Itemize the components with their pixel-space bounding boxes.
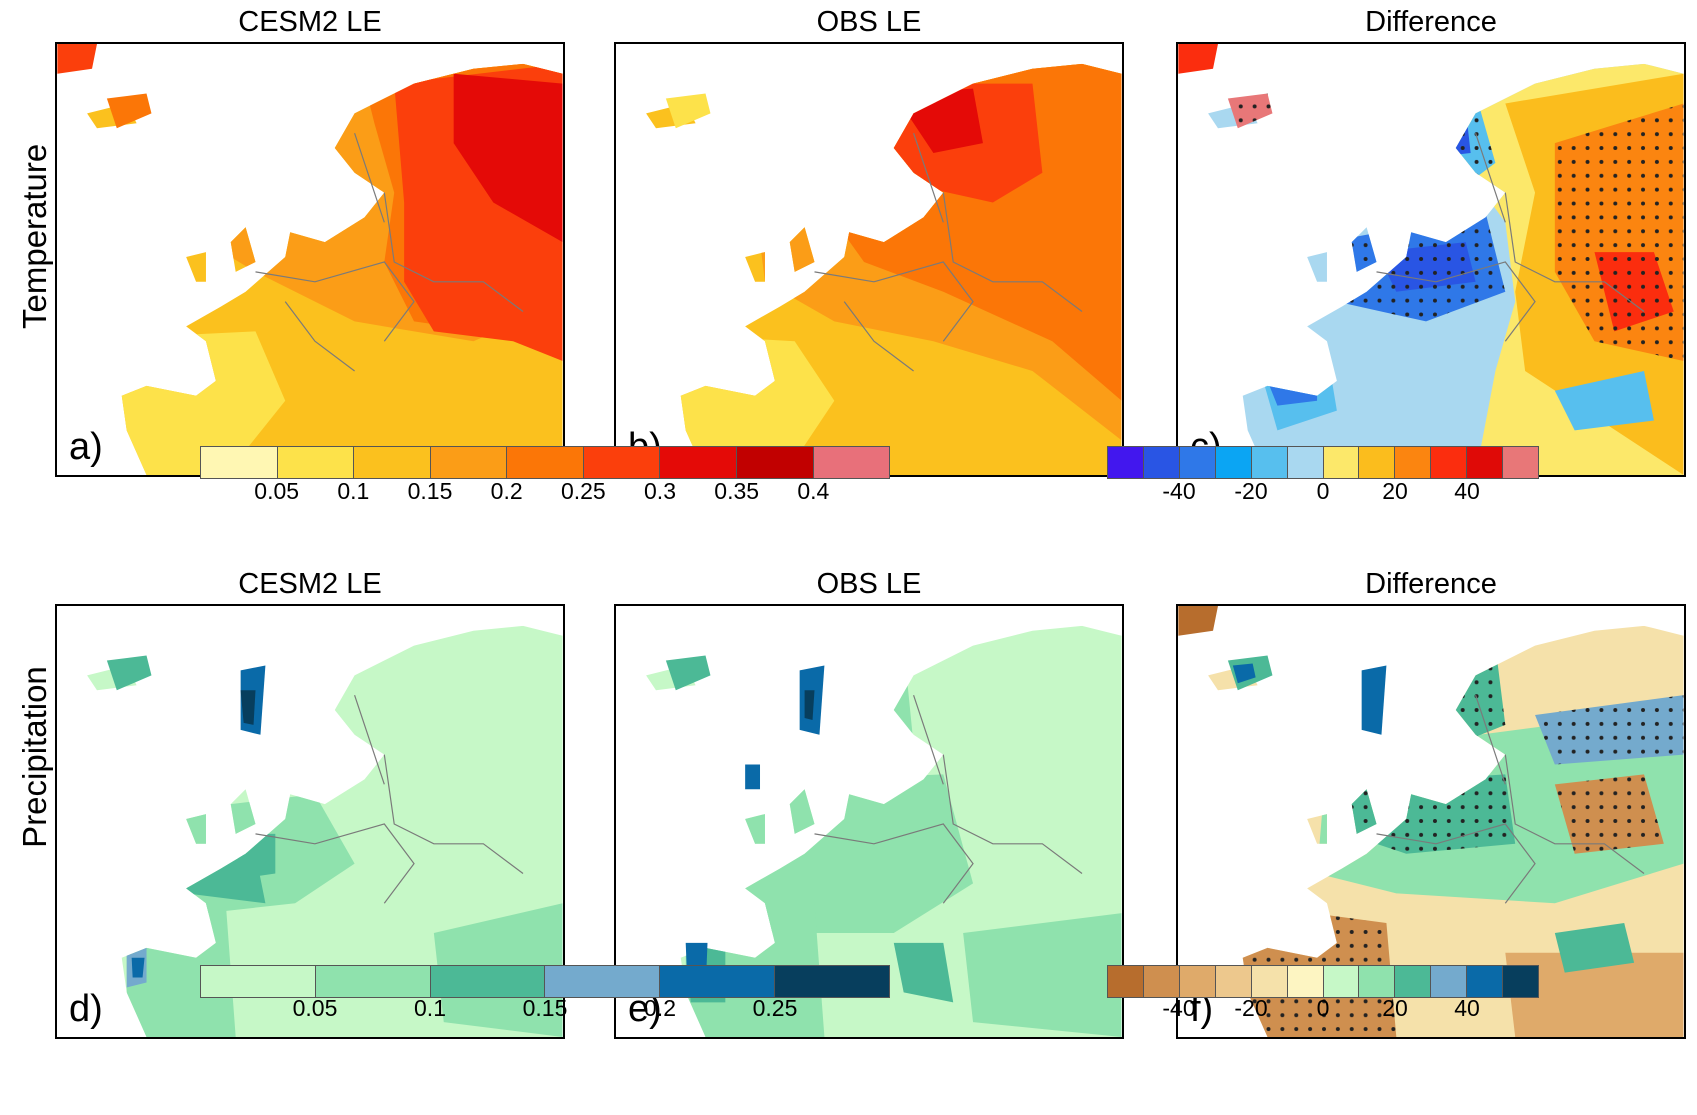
panel-title-f: Difference (1365, 568, 1497, 600)
colorbar-box (1108, 447, 1144, 478)
colorbar-box (1215, 966, 1252, 997)
colorbar-tick-label: 0.15 (407, 478, 453, 504)
colorbar-box (1179, 966, 1216, 997)
colorbar-tick-label: 0.1 (414, 995, 446, 1021)
colorbar-tick-label: 0.2 (644, 995, 676, 1021)
colorbar-box (660, 966, 776, 997)
colorbar-tick-label: -20 (1234, 478, 1268, 504)
panel-title-d: CESM2 LE (238, 568, 382, 600)
panel-title-b: OBS LE (816, 6, 922, 38)
colorbar-tick-label: 20 (1382, 995, 1408, 1021)
colorbar-temperature (200, 446, 890, 479)
colorbar-tick-label: -20 (1234, 995, 1268, 1021)
colorbar-box (1395, 966, 1432, 997)
colorbar-tick-label: 40 (1454, 478, 1480, 504)
colorbar-tick-label: 0.25 (560, 478, 606, 504)
colorbar-box (430, 447, 508, 478)
colorbar-temperature-difference-ticks: -40 -20 0 20 40 (1107, 478, 1539, 508)
colorbar-box (545, 966, 661, 997)
colorbar-box (1359, 447, 1396, 478)
colorbar-tick-label: 0.2 (490, 478, 523, 504)
colorbar-precipitation-ticks: 0.05 0.1 0.15 0.2 0.25 (200, 995, 890, 1025)
row-label-precipitation: Precipitation (16, 666, 53, 848)
panel-title-c: Difference (1365, 6, 1497, 38)
colorbar-box (1395, 447, 1432, 478)
colorbar-box (583, 447, 661, 478)
colorbar-box (1143, 966, 1180, 997)
colorbar-tick-label: -40 (1162, 478, 1196, 504)
colorbar-box (1503, 966, 1539, 997)
panel-letter-f: f) (1190, 988, 1214, 1030)
colorbar-box (1179, 447, 1216, 478)
colorbar-tick-label: 40 (1454, 995, 1480, 1021)
colorbar-box (354, 447, 431, 478)
colorbar-box (1323, 447, 1360, 478)
colorbar-tick-label: -40 (1162, 995, 1196, 1021)
colorbar-box (736, 447, 814, 478)
colorbar-precipitation (200, 965, 890, 998)
colorbar-box (277, 447, 355, 478)
colorbar-box (1287, 966, 1324, 997)
colorbar-box (1359, 966, 1396, 997)
map-panel-c: c) (1176, 42, 1686, 477)
colorbar-tick-label: 0.35 (714, 478, 760, 504)
colorbar-box (1431, 447, 1468, 478)
colorbar-box (775, 966, 889, 997)
colorbar-box (1251, 447, 1288, 478)
colorbar-box (1108, 966, 1144, 997)
colorbar-temperature-ticks: 0.05 0.1 0.15 0.2 0.25 0.3 0.35 0.4 (200, 478, 890, 508)
colorbar-precipitation-difference-ticks: -40 -20 0 20 40 (1107, 995, 1539, 1025)
colorbar-tick-label: 0.4 (797, 478, 830, 504)
colorbar-box (1431, 966, 1468, 997)
colorbar-box (1503, 447, 1539, 478)
colorbar-box (1467, 447, 1504, 478)
colorbar-temperature-difference (1107, 446, 1539, 479)
colorbar-tick-label: 0.1 (337, 478, 370, 504)
map-b-graphic (616, 44, 1122, 475)
map-c-graphic (1178, 44, 1684, 475)
map-panel-b: b) (614, 42, 1124, 477)
map-a-graphic (57, 44, 563, 475)
colorbar-box (507, 447, 584, 478)
colorbar-box (1143, 447, 1180, 478)
colorbar-box (315, 966, 431, 997)
colorbar-box (1287, 447, 1324, 478)
panel-letter-a: a) (69, 426, 103, 468)
panel-letter-d: d) (69, 988, 103, 1030)
colorbar-box (1215, 447, 1252, 478)
colorbar-tick-label: 20 (1382, 478, 1408, 504)
colorbar-tick-label: 0.3 (644, 478, 676, 504)
colorbar-box (1323, 966, 1360, 997)
colorbar-tick-label: 0.25 (752, 995, 798, 1021)
row-label-temperature: Temperature (16, 143, 53, 329)
panel-title-a: CESM2 LE (238, 6, 382, 38)
colorbar-box (1251, 966, 1288, 997)
colorbar-tick-label: 0 (1316, 995, 1330, 1021)
colorbar-box (430, 966, 546, 997)
colorbar-box (660, 447, 737, 478)
map-panel-a: a) (55, 42, 565, 477)
colorbar-tick-label: 0.15 (522, 995, 568, 1021)
colorbar-box (813, 447, 890, 478)
colorbar-tick-label: 0 (1316, 478, 1330, 504)
colorbar-box (201, 447, 278, 478)
colorbar-tick-label: 0.05 (292, 995, 338, 1021)
colorbar-box (201, 966, 316, 997)
colorbar-tick-label: 0.05 (254, 478, 300, 504)
colorbar-precipitation-difference (1107, 965, 1539, 998)
colorbar-box (1467, 966, 1504, 997)
panel-title-e: OBS LE (816, 568, 922, 600)
